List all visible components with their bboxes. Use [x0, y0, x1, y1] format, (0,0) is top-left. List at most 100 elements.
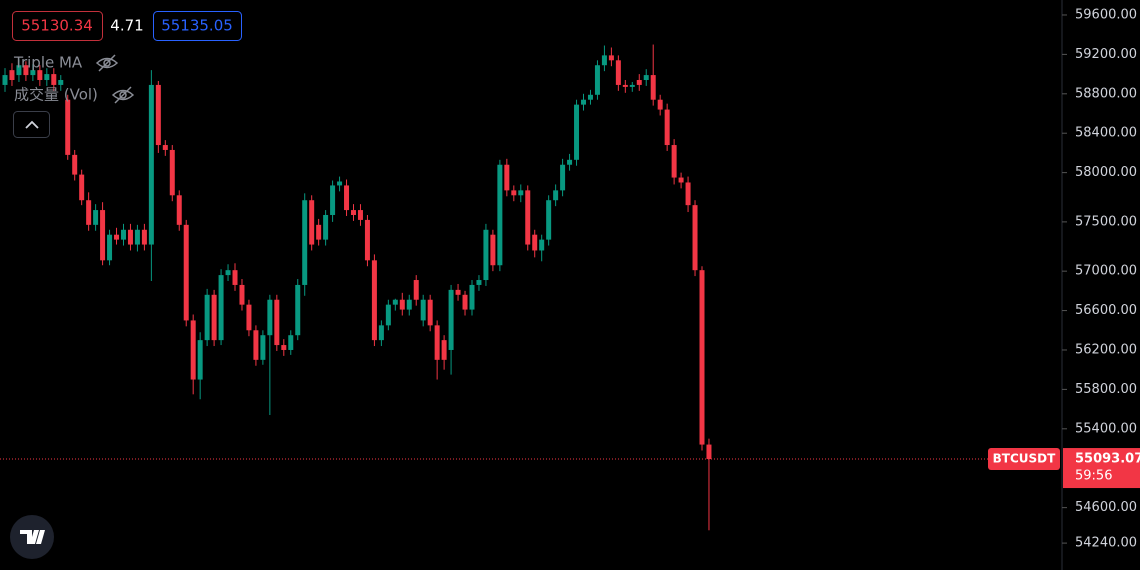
y-tick-label: 55400.00 [1075, 421, 1137, 436]
candle-body [44, 74, 50, 81]
candle-body [281, 345, 287, 350]
candle-body [643, 75, 649, 81]
candle-body [594, 65, 600, 95]
candle-body [448, 289, 454, 350]
candle-body [309, 200, 315, 245]
candle-body [441, 340, 447, 360]
y-tick-label: 54240.00 [1075, 536, 1137, 551]
y-tick-label: 55800.00 [1075, 382, 1137, 397]
candle-body [120, 229, 126, 240]
candle-body [560, 164, 566, 191]
candle-body [162, 145, 168, 150]
candle-body [385, 304, 391, 326]
candle-body [406, 299, 412, 310]
candle-body [148, 84, 154, 245]
candle-body [232, 270, 238, 285]
candle-body [100, 210, 106, 261]
candle-body [93, 210, 99, 225]
candle-body [239, 284, 245, 305]
y-tick-label: 54600.00 [1075, 500, 1137, 515]
candle-body [518, 190, 524, 196]
spread: 4.71 [110, 17, 143, 35]
ask: 55135.05 [161, 17, 233, 35]
candle-body [615, 60, 621, 85]
candle-body [51, 74, 57, 85]
candle-body [288, 335, 294, 350]
candle-body [511, 190, 517, 196]
candle-body [378, 325, 384, 341]
candle-body [127, 229, 133, 245]
candle-body [169, 149, 175, 196]
candle-body [204, 294, 210, 341]
candle-body [302, 200, 308, 285]
candle-body [155, 84, 161, 146]
bid-box[interactable] [12, 11, 103, 41]
y-tick-label: 57500.00 [1075, 214, 1137, 229]
candle-body [323, 214, 329, 240]
candle-body [351, 210, 356, 215]
candle-body [176, 195, 182, 225]
candle-body [587, 94, 593, 100]
candle-body [525, 190, 531, 245]
candle-body [114, 234, 120, 240]
candle-body [37, 70, 43, 81]
indicator-label: 成交量 (Vol) [14, 86, 98, 104]
candle-body [664, 109, 670, 146]
candle-body [267, 299, 273, 336]
candle-body [183, 224, 189, 321]
candle-body [9, 70, 15, 81]
candle-body [246, 304, 252, 331]
candle-body [330, 185, 336, 215]
candle-body [685, 182, 691, 206]
candle-body [699, 270, 705, 445]
candle-body [553, 190, 559, 201]
candle-body [134, 229, 140, 245]
candle-body [532, 234, 538, 251]
candle-body [399, 299, 405, 310]
symbol-box [988, 448, 1060, 471]
candle-body [601, 55, 607, 66]
candle-body [469, 284, 475, 310]
y-tick-label: 59200.00 [1075, 47, 1137, 62]
candle-body [225, 270, 231, 276]
candle-body [455, 289, 461, 295]
candle-body [371, 260, 377, 341]
candle-body [316, 224, 322, 240]
candle-body [16, 65, 22, 76]
candle-body [253, 330, 259, 360]
candle-body [2, 75, 8, 85]
collapse-button[interactable] [13, 111, 50, 138]
candle-body [72, 154, 78, 175]
y-tick-label: 58800.00 [1075, 86, 1137, 101]
y-tick-label: 59600.00 [1075, 7, 1137, 22]
symbol-label: BTCUSDT [993, 452, 1056, 466]
candle-body [295, 284, 301, 336]
y-tick-label: 57000.00 [1075, 264, 1137, 279]
candle-body [23, 65, 29, 76]
indicator-label: Triple MA [13, 54, 83, 72]
candle-body [678, 177, 684, 183]
candle-body [211, 294, 217, 341]
candle-body [504, 164, 510, 191]
candle-body [539, 239, 545, 251]
ask-box[interactable] [153, 11, 242, 41]
candle-body [622, 84, 628, 87]
candle-body [483, 229, 489, 281]
candle-body [364, 219, 370, 261]
candle-body [58, 80, 64, 85]
candle-body [490, 234, 496, 266]
last-price-label: 55093.07 [1075, 452, 1140, 467]
candle-body [462, 294, 468, 310]
candle-body [413, 280, 419, 300]
candle-body [107, 234, 113, 261]
logo-mark [20, 530, 45, 544]
y-tick-label: 56200.00 [1075, 342, 1137, 357]
candle-body [427, 299, 433, 326]
candle-body [706, 444, 712, 460]
price-box [1063, 448, 1140, 489]
candle-body [581, 99, 587, 105]
hide-icon[interactable] [111, 86, 135, 104]
hide-icon[interactable] [95, 54, 119, 72]
candle-body [30, 70, 36, 76]
